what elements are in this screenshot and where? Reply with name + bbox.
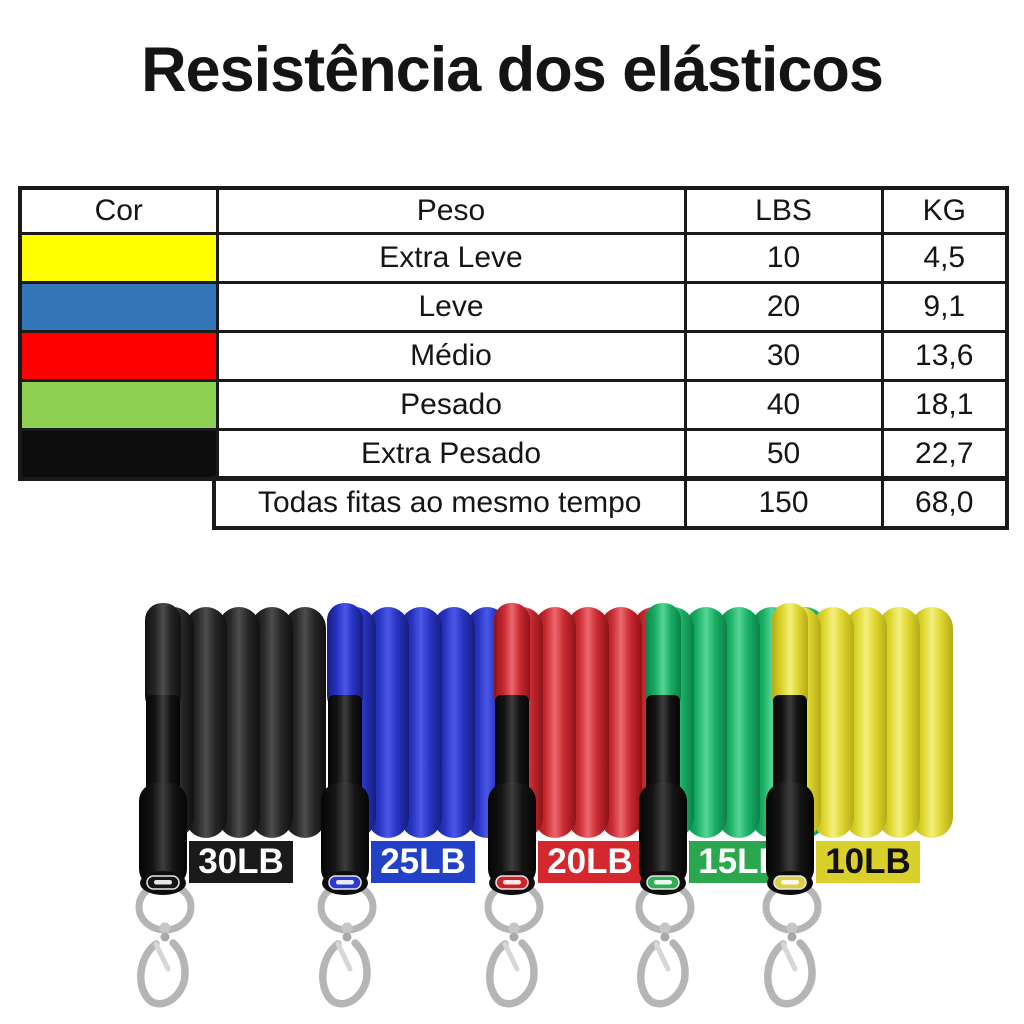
column-header-peso: Peso <box>215 186 687 235</box>
band-coil <box>152 607 326 838</box>
resistance-table: Cor Peso LBS KG Extra Leve 10 4,5 Leve 20 9,1 Méd… <box>18 186 1009 481</box>
band-30lb: 30LB <box>135 603 326 1008</box>
carabiner-gate <box>502 941 520 972</box>
kg-cell: 18,1 <box>880 379 1009 431</box>
footer-lbs-cell: 150 <box>683 476 884 530</box>
handle-sleeve <box>639 783 687 887</box>
handle-neck <box>328 695 362 793</box>
carabiner-gate <box>653 941 671 972</box>
handle-sleeve <box>139 783 187 887</box>
band-end-tube <box>327 603 363 713</box>
color-swatch <box>18 232 219 284</box>
weight-label-badge <box>816 841 920 883</box>
footer-peso-cell: Todas fitas ao mesmo tempo <box>212 476 687 530</box>
band-10lb: 10LB <box>762 603 953 1008</box>
swivel-hinge <box>159 922 171 934</box>
kg-cell: 9,1 <box>880 281 1009 333</box>
handle-neck <box>646 695 680 793</box>
swivel-hinge <box>659 922 671 934</box>
column-header-cor: Cor <box>18 186 219 235</box>
handle-neck <box>146 695 180 793</box>
resistance-bands-image: 30LB 25LB 20LB 15LB 10LB <box>135 603 953 1008</box>
footer-kg-cell: 68,0 <box>880 476 1009 530</box>
table-row: Médio 30 13,6 <box>18 330 1009 382</box>
swivel-hinge <box>342 932 352 942</box>
weight-label-text: 10LB <box>825 842 911 881</box>
carabiner-hook-icon <box>637 939 689 1008</box>
lbs-cell: 30 <box>683 330 884 382</box>
carabiner-hook-icon <box>137 939 189 1008</box>
weight-label-text: 20LB <box>547 842 633 881</box>
resistance-table-header: Cor Peso LBS KG <box>18 186 1009 235</box>
carabiner-hook-icon <box>319 939 371 1008</box>
kg-cell: 4,5 <box>880 232 1009 284</box>
table-header-row: Cor Peso LBS KG <box>18 186 1009 235</box>
band-end-tube <box>145 603 181 713</box>
swivel-hinge <box>509 932 519 942</box>
handle-sleeve <box>488 783 536 887</box>
swivel-hinge <box>660 932 670 942</box>
peso-cell: Leve <box>215 281 687 333</box>
table-row: Extra Pesado 50 22,7 <box>18 428 1009 481</box>
cap-pill-highlight <box>503 880 521 885</box>
peso-cell: Pesado <box>215 379 687 431</box>
table-row: Extra Leve 10 4,5 <box>18 232 1009 284</box>
swivel-hinge <box>786 922 798 934</box>
peso-cell: Médio <box>215 330 687 382</box>
swivel-hinge <box>508 922 520 934</box>
weight-label-badge <box>371 841 475 883</box>
peso-cell: Extra Pesado <box>215 428 687 481</box>
band-end-tube <box>645 603 681 713</box>
table-row: Todas fitas ao mesmo tempo 150 68,0 <box>212 476 1009 530</box>
resistance-table-footer: Todas fitas ao mesmo tempo 150 68,0 <box>212 476 1009 530</box>
weight-label-text: 25LB <box>380 842 466 881</box>
weight-label-badge <box>538 841 642 883</box>
weight-label-text: 30LB <box>198 842 284 881</box>
lbs-cell: 10 <box>683 232 884 284</box>
color-swatch <box>18 428 219 481</box>
color-swatch <box>18 281 219 333</box>
handle-sleeve <box>766 783 814 887</box>
band-coil <box>779 607 953 838</box>
weight-label-badge <box>189 841 293 883</box>
kg-cell: 22,7 <box>880 428 1009 481</box>
page-title: Resistência dos elásticos <box>141 35 884 105</box>
column-header-lbs: LBS <box>683 186 884 235</box>
swivel-hinge <box>341 922 353 934</box>
table-row: Pesado 40 18,1 <box>18 379 1009 431</box>
carabiner-gate <box>780 941 798 972</box>
carabiner-gate <box>335 941 353 972</box>
handle-neck <box>773 695 807 793</box>
color-swatch <box>18 330 219 382</box>
swivel-hinge <box>787 932 797 942</box>
carabiner-hook-icon <box>486 939 538 1008</box>
lbs-cell: 40 <box>683 379 884 431</box>
cap-pill-highlight <box>654 880 672 885</box>
lbs-cell: 50 <box>683 428 884 481</box>
cap-pill-highlight <box>154 880 172 885</box>
carabiner-hook-icon <box>764 939 816 1008</box>
carabiner-gate <box>153 941 171 972</box>
swivel-hinge <box>160 932 170 942</box>
lbs-cell: 20 <box>683 281 884 333</box>
column-header-kg: KG <box>880 186 1009 235</box>
color-swatch <box>18 379 219 431</box>
band-20lb: 20LB <box>484 603 675 1008</box>
band-coil <box>501 607 675 838</box>
handle-neck <box>495 695 529 793</box>
handle-sleeve <box>321 783 369 887</box>
band-end-tube <box>772 603 808 713</box>
table-row: Leve 20 9,1 <box>18 281 1009 333</box>
cap-pill-highlight <box>336 880 354 885</box>
kg-cell: 13,6 <box>880 330 1009 382</box>
band-25lb: 25LB <box>317 603 508 1008</box>
cap-pill-highlight <box>781 880 799 885</box>
peso-cell: Extra Leve <box>215 232 687 284</box>
band-end-tube <box>494 603 530 713</box>
